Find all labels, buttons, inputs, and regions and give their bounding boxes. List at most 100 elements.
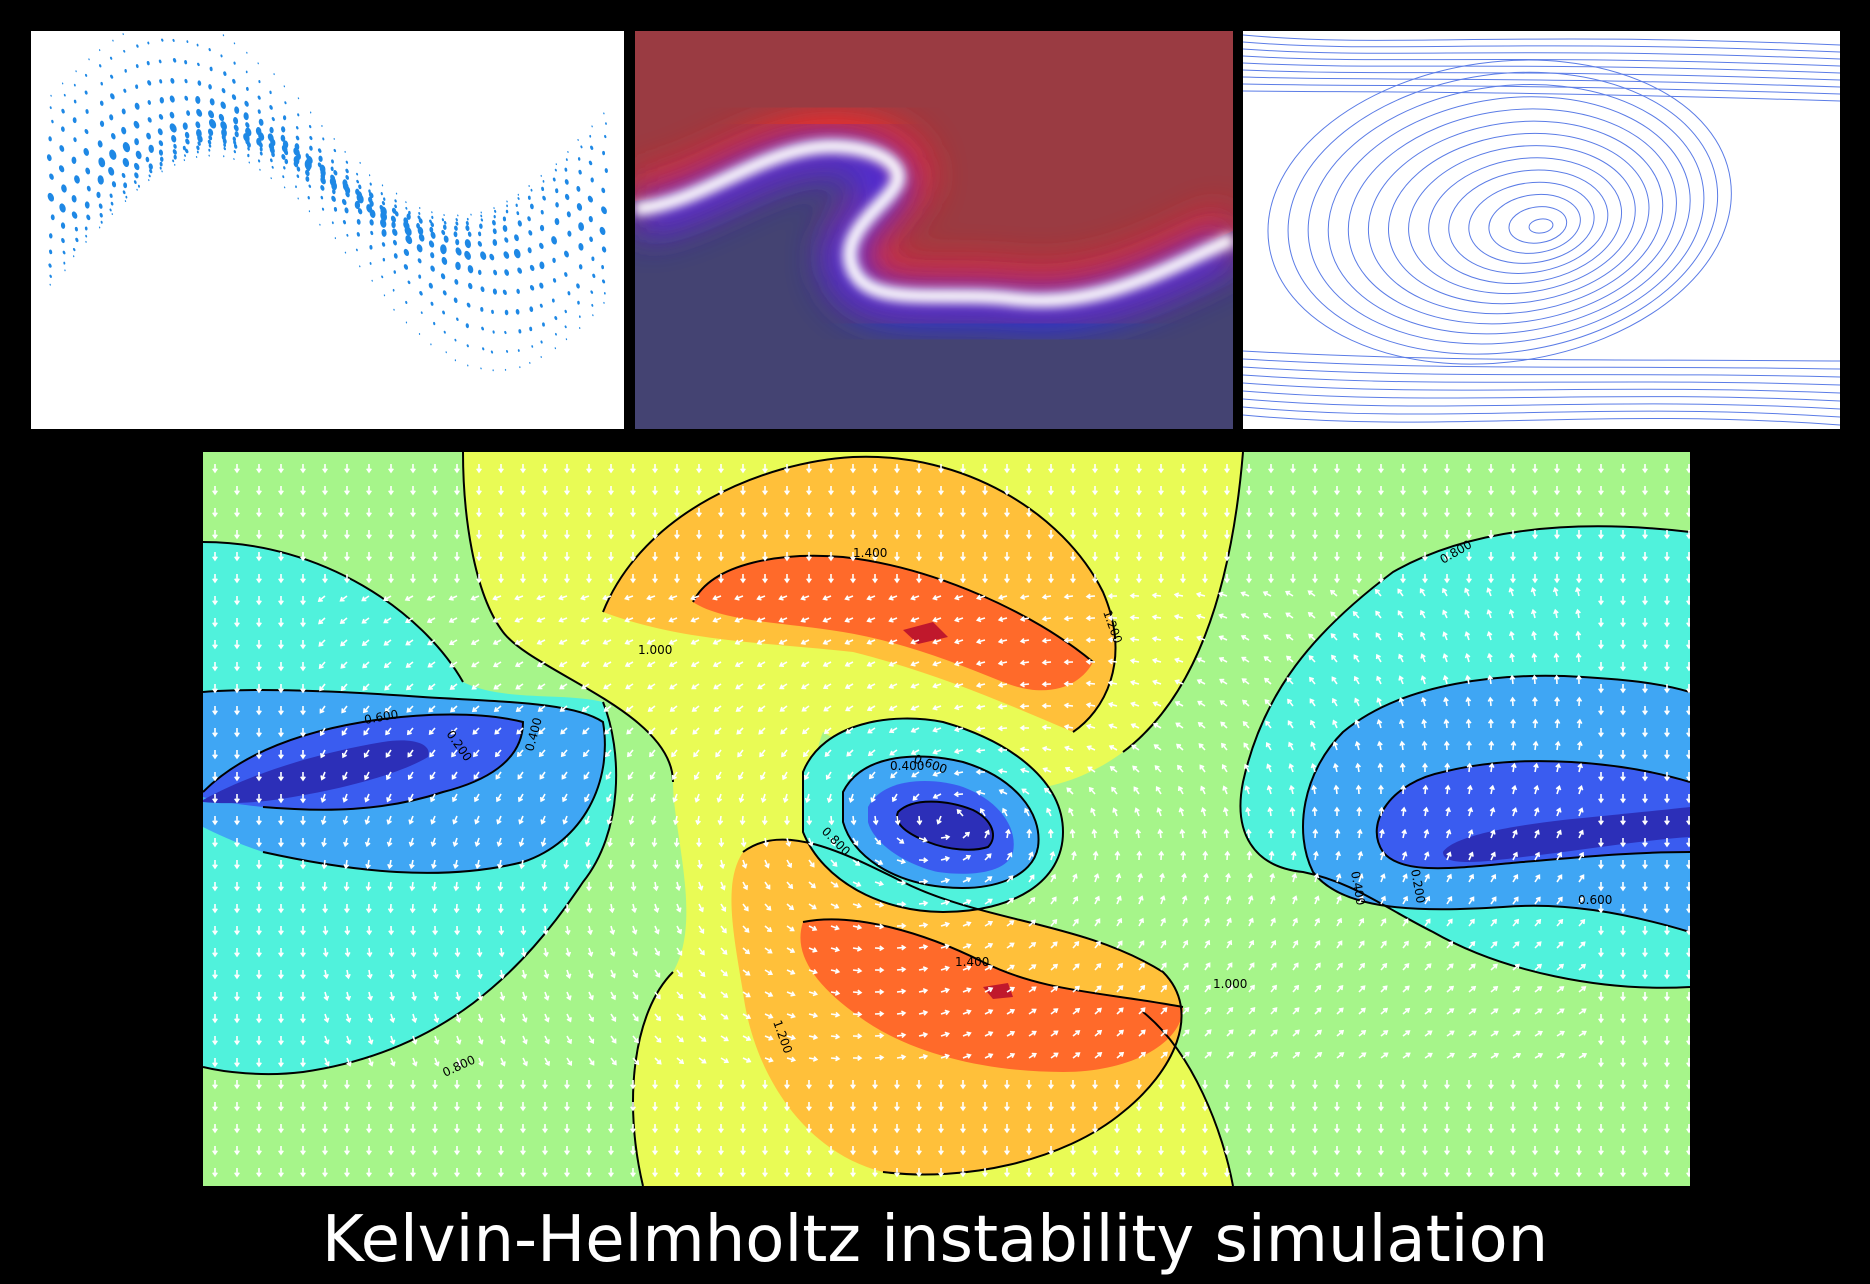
particle [209,98,215,106]
particle [515,308,520,315]
velocity-arrow [984,876,993,883]
velocity-arrow [997,747,1008,753]
velocity-arrow [918,878,929,885]
velocity-arrow [497,903,504,914]
velocity-arrow [1510,1102,1516,1112]
velocity-arrow [1202,1080,1208,1090]
particle [393,270,396,274]
velocity-arrow [668,661,678,668]
velocity-arrow [1222,806,1229,817]
velocity-arrow [874,837,882,846]
velocity-arrow [300,904,306,914]
velocity-arrow [1048,1124,1054,1134]
velocity-arrow [896,901,907,908]
velocity-arrow [344,552,350,562]
velocity-arrow [212,992,218,1002]
velocity-arrow [1026,828,1033,839]
velocity-arrow [1444,784,1451,795]
velocity-arrow [432,530,438,540]
particle [195,96,201,104]
velocity-arrow [385,727,392,736]
particle [331,181,338,191]
particle [171,135,177,143]
velocity-arrow [803,771,810,781]
particle [147,100,151,105]
velocity-arrow [455,991,461,1002]
velocity-arrow [1598,926,1604,936]
velocity-arrow [960,508,966,518]
velocity-arrow [1576,1146,1582,1156]
velocity-arrow [1358,1029,1367,1037]
velocity-arrow [542,574,548,584]
velocity-arrow [1202,486,1208,496]
velocity-arrow [830,946,841,953]
particle [492,228,497,235]
velocity-arrow [1531,674,1538,685]
velocity-arrow [515,705,524,712]
velocity-arrow [1292,962,1299,971]
velocity-arrow [1006,852,1013,861]
velocity-arrow [1422,762,1428,773]
velocity-arrow [1664,838,1670,848]
particle [158,113,164,120]
velocity-arrow [1486,630,1493,641]
velocity-arrow [429,749,436,758]
velocity-arrow [520,1124,526,1134]
velocity-arrow [1046,807,1052,817]
particle [173,154,177,160]
velocity-arrow [300,1014,306,1024]
velocity-arrow [694,793,700,803]
velocity-arrow [718,1124,724,1134]
velocity-arrow [718,552,724,562]
velocity-arrow [674,486,680,496]
velocity-arrow [1510,486,1516,496]
velocity-arrow [476,1168,482,1178]
particle [109,56,113,60]
velocity-arrow [536,661,546,668]
velocity-arrow [604,727,612,735]
velocity-arrow [762,1124,768,1134]
particle [86,214,91,221]
velocity-arrow [212,552,218,562]
velocity-arrow [388,552,394,562]
velocity-arrow [1287,698,1294,707]
velocity-arrow [938,1102,944,1112]
velocity-arrow [960,1102,966,1112]
particle [234,106,240,114]
particle [98,157,106,168]
velocity-arrow [735,705,744,712]
velocity-arrow [624,617,634,623]
velocity-arrow [564,508,570,518]
velocity-arrow [1422,1168,1428,1178]
velocity-arrow [1026,530,1032,540]
velocity-arrow [1686,530,1690,540]
velocity-arrow [1598,1058,1604,1068]
velocity-arrow [1424,1052,1433,1059]
velocity-arrow [982,1124,988,1134]
velocity-arrow [649,749,656,758]
velocity-arrow [984,829,990,839]
velocity-arrow [916,486,922,496]
particle [75,70,77,73]
particle [530,203,534,210]
velocity-arrow [786,881,794,890]
velocity-arrow [786,991,796,997]
velocity-arrow [365,881,372,892]
velocity-arrow [1070,1146,1076,1156]
velocity-arrow [626,727,634,735]
particle [344,251,347,254]
velocity-arrow [1041,615,1052,622]
particle [466,344,469,348]
velocity-arrow [387,903,394,914]
velocity-arrow [668,639,678,645]
velocity-arrow [256,530,262,540]
particle [233,158,235,161]
particle [519,366,521,369]
velocity-arrow [1334,486,1340,496]
velocity-arrow [278,816,284,826]
velocity-arrow [1093,873,1100,883]
particle [49,173,54,180]
velocity-arrow [850,552,856,562]
particle [331,195,336,202]
velocity-arrow [1664,860,1670,870]
